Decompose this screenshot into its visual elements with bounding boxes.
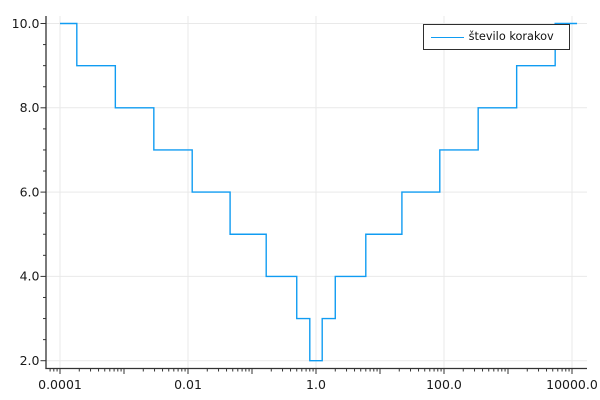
svg-text:1.0: 1.0 <box>306 377 326 392</box>
svg-text:0.01: 0.01 <box>174 377 202 392</box>
svg-text:100.0: 100.0 <box>426 377 462 392</box>
svg-text:10000.0: 10000.0 <box>546 377 598 392</box>
svg-text:2.0: 2.0 <box>20 353 40 368</box>
svg-text:6.0: 6.0 <box>20 184 40 199</box>
svg-text:4.0: 4.0 <box>20 269 40 284</box>
legend: število korakov <box>422 24 570 50</box>
svg-text:10.0: 10.0 <box>12 16 40 31</box>
legend-line-swatch <box>430 36 464 38</box>
svg-text:0.0001: 0.0001 <box>38 377 82 392</box>
legend-label: število korakov <box>468 29 554 43</box>
svg-text:8.0: 8.0 <box>20 100 40 115</box>
